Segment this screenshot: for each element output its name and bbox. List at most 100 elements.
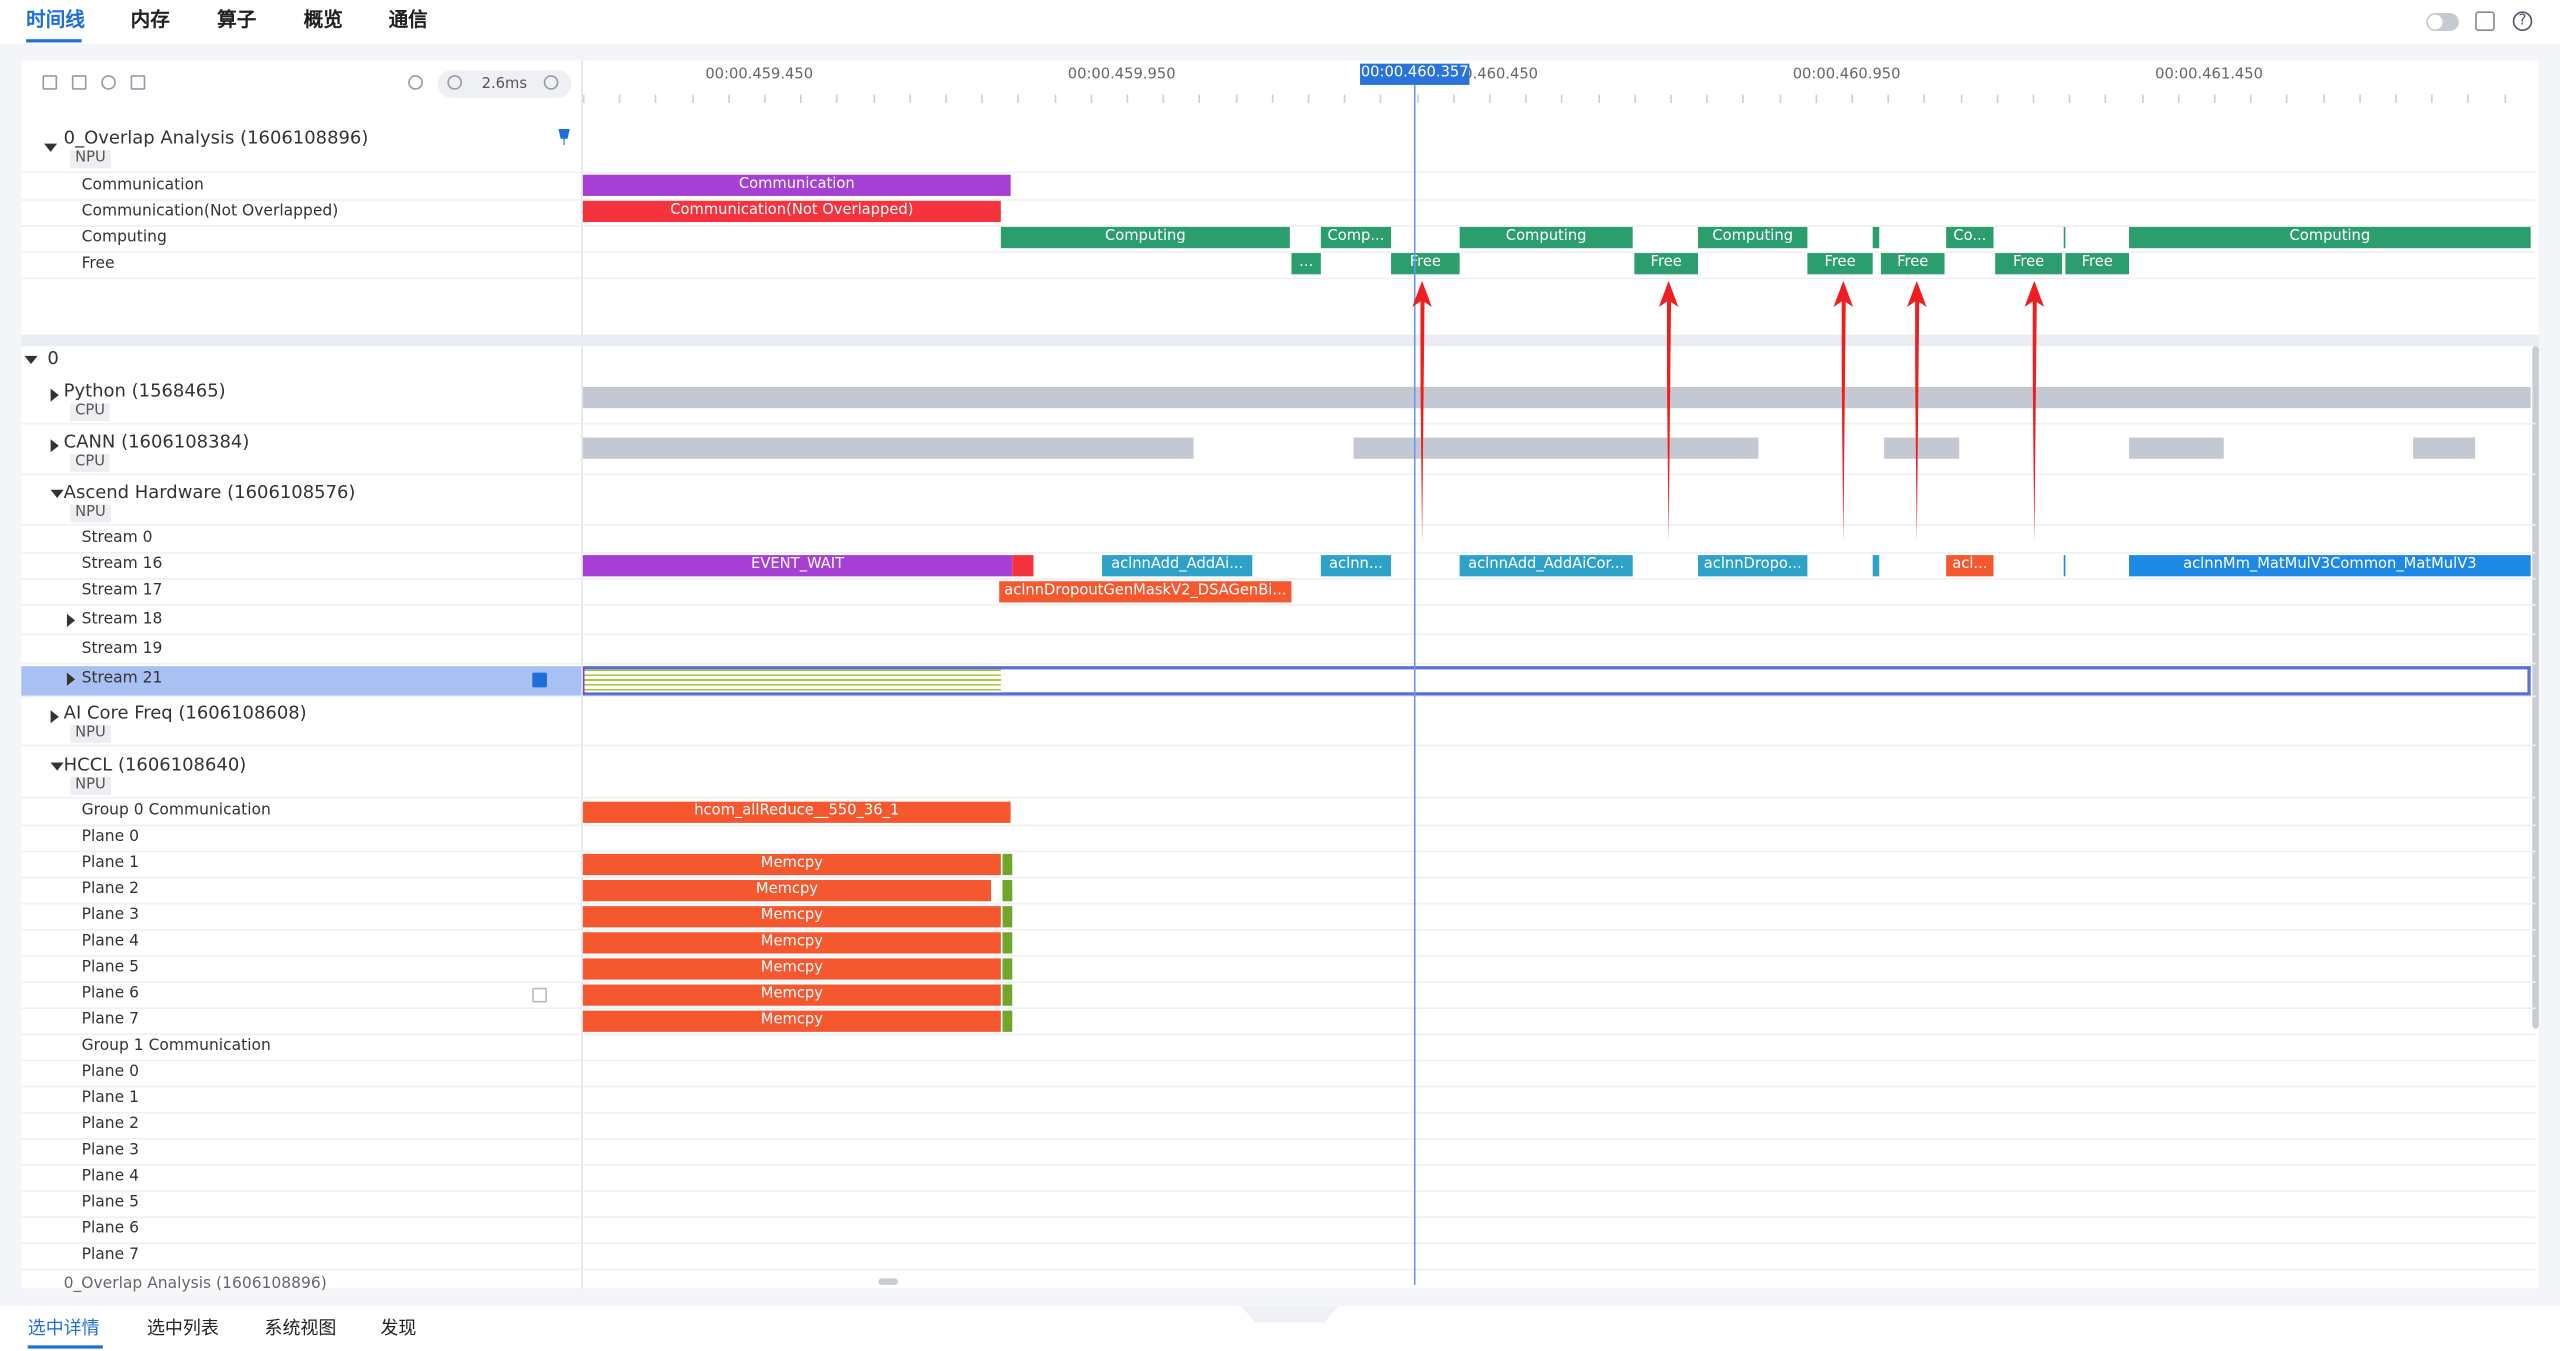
timeline-slice[interactable] bbox=[1884, 437, 1960, 459]
timeline-block[interactable]: Comp... bbox=[1320, 226, 1392, 249]
timeline-slice[interactable] bbox=[1002, 958, 1013, 980]
timeline-slice[interactable] bbox=[1872, 555, 1880, 577]
timeline-slice[interactable] bbox=[2063, 555, 2066, 577]
timeline-block[interactable]: Computing bbox=[1459, 226, 1633, 249]
toolbar-icon[interactable] bbox=[408, 75, 423, 90]
tab[interactable]: 算子 bbox=[217, 8, 257, 32]
timeline-slice[interactable] bbox=[2413, 437, 2476, 459]
expand-arrow[interactable] bbox=[50, 439, 59, 453]
timeline-block[interactable]: Memcpy bbox=[582, 958, 1001, 980]
row-label: Free bbox=[81, 254, 115, 273]
row-tag: CPU bbox=[70, 403, 110, 422]
timeline-slice[interactable] bbox=[1002, 1010, 1013, 1032]
row-divider bbox=[21, 1137, 2536, 1140]
timeline-slice[interactable] bbox=[1002, 906, 1013, 928]
timeline-block[interactable]: acl... bbox=[1946, 555, 1994, 577]
bottom-tab[interactable]: 发现 bbox=[380, 1317, 417, 1339]
h-scrollbar[interactable] bbox=[878, 1278, 898, 1285]
expand-arrow[interactable] bbox=[66, 613, 76, 627]
striped-slice[interactable] bbox=[584, 669, 1001, 693]
timeline-slice[interactable] bbox=[1002, 880, 1013, 902]
zoom-out[interactable] bbox=[447, 75, 463, 90]
bottom-tab[interactable]: 选中列表 bbox=[146, 1317, 219, 1339]
timeline-block[interactable]: Memcpy bbox=[582, 853, 1001, 876]
toolbar-icon[interactable] bbox=[101, 75, 116, 90]
pin-icon[interactable] bbox=[558, 128, 570, 146]
row-checkbox[interactable] bbox=[532, 672, 547, 688]
timeline-block[interactable]: Free bbox=[2065, 253, 2130, 275]
collapse-handle[interactable] bbox=[1240, 1306, 1339, 1323]
timeline-block[interactable]: aclnnMm_MatMulV3Common_MatMulV3 bbox=[2129, 555, 2531, 577]
timeline-slice[interactable] bbox=[1002, 853, 1013, 876]
row-label: Communication bbox=[81, 176, 204, 195]
timeline-block[interactable]: Free bbox=[1880, 253, 1945, 275]
expand-arrow[interactable] bbox=[50, 710, 59, 724]
timeline-block[interactable]: aclnnAdd_AddAi... bbox=[1102, 555, 1253, 577]
expand-arrow[interactable] bbox=[66, 672, 76, 686]
bottom-tab[interactable]: 选中详情 bbox=[27, 1317, 100, 1339]
timeline-block[interactable]: aclnn... bbox=[1320, 555, 1392, 577]
toolbar-icon[interactable] bbox=[71, 75, 87, 90]
timeline-block[interactable]: Free bbox=[1807, 253, 1873, 275]
tab[interactable]: 内存 bbox=[130, 8, 170, 32]
timeline-block[interactable]: Memcpy bbox=[582, 1010, 1001, 1032]
timeline-slice[interactable] bbox=[1012, 555, 1034, 577]
timeline-block[interactable]: Memcpy bbox=[582, 880, 992, 902]
row-label: Plane 5 bbox=[81, 1193, 139, 1212]
row-divider bbox=[21, 1007, 2536, 1010]
tab[interactable]: 通信 bbox=[388, 8, 428, 32]
timeline-block[interactable]: Memcpy bbox=[582, 906, 1001, 928]
timeline-block[interactable]: aclnnDropo... bbox=[1698, 555, 1808, 577]
timeline-block[interactable]: Communication bbox=[582, 174, 1011, 196]
timeline-block[interactable]: hcom_allReduce__550_36_1 bbox=[582, 801, 1011, 823]
scrollbar[interactable] bbox=[2532, 346, 2539, 1029]
timeline-block[interactable]: Computing bbox=[2129, 226, 2531, 249]
timeline-block[interactable]: Free bbox=[1634, 253, 1699, 275]
ruler-tick bbox=[872, 94, 875, 103]
annotation-arrow bbox=[1914, 300, 1920, 543]
timeline-slice[interactable] bbox=[2063, 226, 2066, 249]
row-checkbox[interactable] bbox=[532, 987, 547, 1003]
timeline-block[interactable]: Computing bbox=[1000, 226, 1290, 249]
toggle[interactable] bbox=[2426, 13, 2459, 32]
row-label: Plane 3 bbox=[81, 1141, 139, 1160]
timeline-block[interactable]: Memcpy bbox=[582, 984, 1001, 1006]
help-icon[interactable]: ? bbox=[2512, 11, 2533, 32]
timeline-block[interactable]: Computing bbox=[1698, 226, 1808, 249]
timeline-slice[interactable] bbox=[1872, 226, 1880, 249]
ruler-tick bbox=[2213, 94, 2216, 103]
toolbar-icon[interactable] bbox=[42, 75, 58, 90]
timeline-block[interactable]: aclnnDropoutGenMaskV2_DSAGenBi... bbox=[999, 581, 1292, 603]
timeline-slice[interactable] bbox=[582, 437, 1194, 459]
timeline-block[interactable]: Communication(Not Overlapped) bbox=[582, 200, 1001, 223]
timeline-block[interactable]: Free bbox=[1995, 253, 2063, 275]
timeline-block[interactable]: Memcpy bbox=[582, 932, 1001, 954]
icon-layout[interactable] bbox=[2475, 11, 2495, 32]
row-label: Python (1568465) bbox=[63, 380, 226, 402]
timeline-block[interactable]: Free bbox=[1391, 253, 1460, 275]
ruler-tick bbox=[1162, 94, 1165, 103]
row-divider bbox=[21, 1111, 2536, 1114]
row-label: Ascend Hardware (1606108576) bbox=[63, 481, 356, 503]
timeline-block[interactable]: aclnnAdd_AddAiCor... bbox=[1459, 555, 1633, 577]
timeline-slice[interactable] bbox=[582, 386, 2531, 409]
timeline-block[interactable]: EVENT_WAIT bbox=[582, 555, 1013, 577]
expand-arrow[interactable] bbox=[50, 489, 64, 498]
expand-arrow[interactable] bbox=[44, 143, 58, 152]
expand-arrow[interactable] bbox=[24, 355, 38, 365]
row-label: Plane 1 bbox=[81, 1089, 139, 1107]
zoom-in[interactable] bbox=[543, 75, 559, 90]
tab[interactable]: 概览 bbox=[303, 8, 343, 32]
timeline-block[interactable]: Co... bbox=[1946, 226, 1994, 249]
timeline-slice[interactable] bbox=[2129, 437, 2224, 459]
toolbar-icon[interactable] bbox=[130, 75, 146, 90]
expand-arrow[interactable] bbox=[50, 762, 64, 771]
bottom-tab[interactable]: 系统视图 bbox=[264, 1317, 337, 1339]
timeline-block[interactable]: ... bbox=[1291, 253, 1321, 275]
timeline-slice[interactable] bbox=[1002, 932, 1013, 954]
timeline-slice[interactable] bbox=[1002, 984, 1013, 1006]
expand-arrow[interactable] bbox=[50, 388, 59, 402]
ruler-label: 00:00.460.950 bbox=[1792, 66, 1901, 84]
timeline-slice[interactable] bbox=[1353, 437, 1759, 459]
tab[interactable]: 时间线 bbox=[26, 8, 85, 32]
